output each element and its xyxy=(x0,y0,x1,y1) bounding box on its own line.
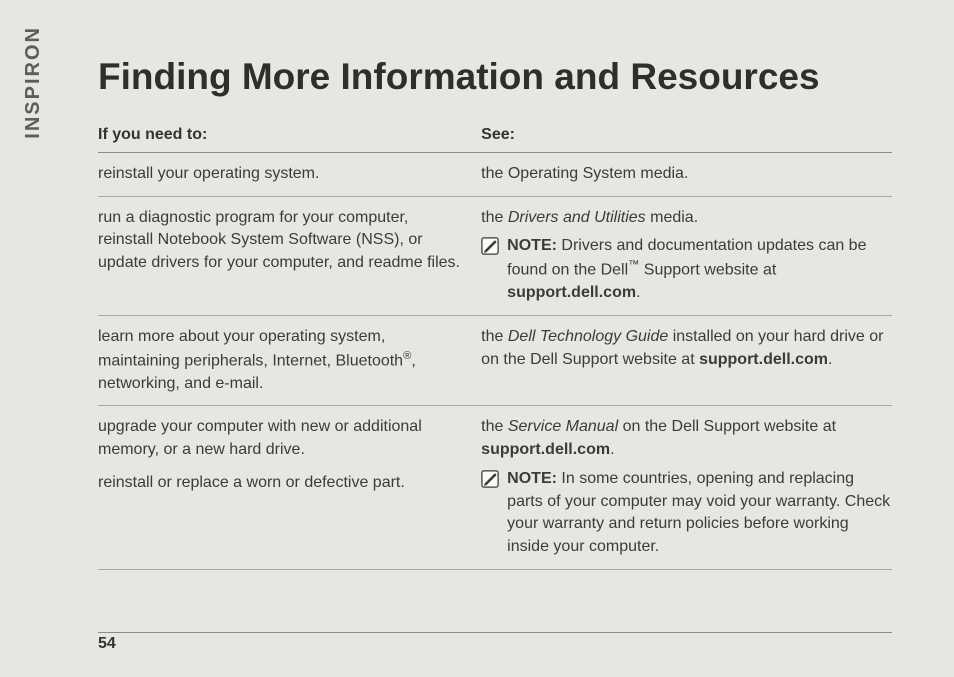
cell-see: the Operating System media. xyxy=(471,153,892,197)
note-text: NOTE: In some countries, opening and rep… xyxy=(507,468,892,559)
cell-need: upgrade your computer with new or additi… xyxy=(98,406,471,569)
cell-need-secondary: reinstall or replace a worn or defective… xyxy=(98,472,463,495)
cell-need: reinstall your operating system. xyxy=(98,153,471,197)
col-header-see: See: xyxy=(471,120,892,153)
cell-see-main: the Dell Technology Guide installed on y… xyxy=(481,326,892,371)
table-row: reinstall your operating system. the Oper… xyxy=(98,153,892,197)
page-rule xyxy=(98,632,892,633)
cell-see-main: the Drivers and Utilities media. xyxy=(481,207,892,230)
note-text: NOTE: Drivers and documentation updates … xyxy=(507,235,892,304)
cell-see: the Drivers and Utilities media. NOTE: Dr… xyxy=(471,196,892,315)
brand-vertical-tab: INSPIRON xyxy=(22,26,45,139)
cell-need: learn more about your operating system, … xyxy=(98,315,471,405)
table-row: upgrade your computer with new or additi… xyxy=(98,406,892,569)
cell-need: run a diagnostic program for your comput… xyxy=(98,196,471,315)
page: INSPIRON Finding More Information and Re… xyxy=(0,0,954,677)
note-block: NOTE: In some countries, opening and rep… xyxy=(481,468,892,559)
note-block: NOTE: Drivers and documentation updates … xyxy=(481,235,892,304)
cell-see: the Service Manual on the Dell Support w… xyxy=(471,406,892,569)
page-title: Finding More Information and Resources xyxy=(98,56,892,98)
note-icon xyxy=(481,470,499,488)
cell-see: the Dell Technology Guide installed on y… xyxy=(471,315,892,405)
page-number: 54 xyxy=(98,635,116,653)
table-row: run a diagnostic program for your comput… xyxy=(98,196,892,315)
note-icon xyxy=(481,237,499,255)
resources-table: If you need to: See: reinstall your oper… xyxy=(98,120,892,570)
cell-see-main: the Operating System media. xyxy=(481,163,892,186)
cell-see-main: the Service Manual on the Dell Support w… xyxy=(481,416,892,461)
col-header-need: If you need to: xyxy=(98,120,471,153)
table-row: learn more about your operating system, … xyxy=(98,315,892,405)
